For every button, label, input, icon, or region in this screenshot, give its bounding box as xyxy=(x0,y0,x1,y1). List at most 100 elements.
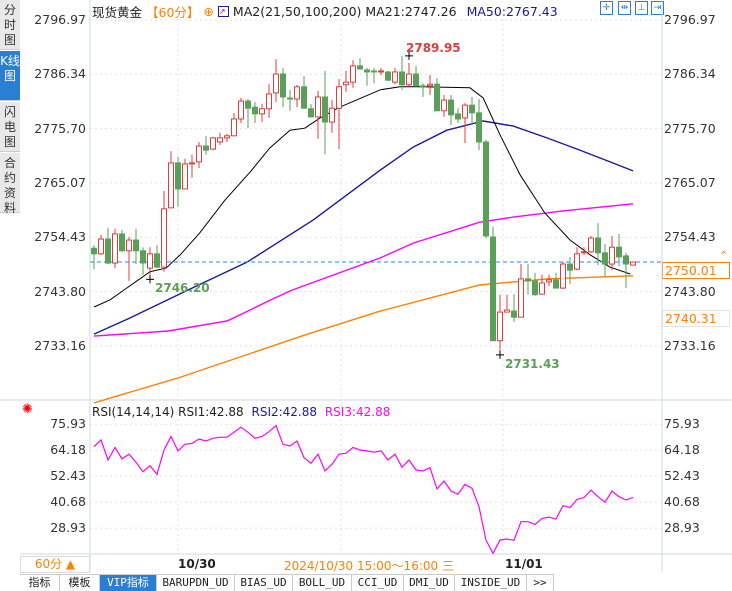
candle-body xyxy=(91,247,97,255)
candle-body xyxy=(392,71,398,83)
date-label-1101: 11/01 xyxy=(505,557,543,571)
symbol-name: 现货黄金 xyxy=(92,5,143,20)
candle-body xyxy=(203,145,209,151)
candle-body xyxy=(196,145,202,163)
candle-body xyxy=(588,237,594,253)
candle-body xyxy=(238,100,244,120)
extreme-marker xyxy=(146,275,154,284)
candle-body xyxy=(609,246,615,265)
candle-body xyxy=(133,239,139,252)
crosshair-icon[interactable]: ✛ xyxy=(600,1,613,15)
tab-kline-chart[interactable]: K线图 xyxy=(0,51,20,101)
rsi-axis-label-left: 52.43 xyxy=(50,468,86,484)
cursor-time-label: 2024/10/30 15:00～16:00 三 xyxy=(284,559,454,573)
candle-body xyxy=(560,263,566,289)
add-icon[interactable]: ⊕ xyxy=(203,4,214,19)
extreme-marker xyxy=(496,350,504,359)
candle-body xyxy=(161,208,167,268)
bottom-tab[interactable]: 模板 xyxy=(60,574,100,591)
price-axis-label-right: 2733.16 xyxy=(664,338,716,353)
candle-body xyxy=(532,280,538,296)
candle-body xyxy=(434,83,440,112)
candle-body xyxy=(322,96,328,123)
candle-body xyxy=(336,86,342,109)
bottom-tab[interactable]: 指标 xyxy=(20,574,60,591)
candle-body xyxy=(329,107,335,123)
candle-body xyxy=(511,310,517,318)
indicator-chart-icon[interactable]: ↗ xyxy=(217,6,229,17)
bottom-tab[interactable]: DMI_UD xyxy=(404,574,455,591)
candle-body xyxy=(350,65,356,83)
bottom-tab[interactable]: INSIDE_UD xyxy=(455,574,527,591)
candle-body xyxy=(126,239,132,252)
price-axis-label-left: 2786.34 xyxy=(34,66,86,82)
candle-body xyxy=(224,135,230,139)
bottom-tab[interactable]: BIAS_UD xyxy=(235,574,293,591)
candle-body xyxy=(476,112,482,143)
kline-chart[interactable] xyxy=(0,0,732,572)
ma21-line xyxy=(93,86,631,308)
candle-body xyxy=(385,71,391,81)
candle-body xyxy=(546,279,552,283)
indicator-name[interactable]: MA2(21,50,100,200) xyxy=(232,4,362,19)
candle-body xyxy=(252,106,258,115)
rsi-settings-icon[interactable]: ✺ xyxy=(22,402,33,417)
candle-body xyxy=(525,278,531,282)
candle-body xyxy=(469,104,475,114)
price-axis-label-left: 2796.97 xyxy=(34,12,86,27)
step-back-icon[interactable]: ⊥ xyxy=(635,1,648,15)
candle-body xyxy=(371,70,377,73)
period-label[interactable]: 【60分】 xyxy=(146,5,200,20)
ma21-value: MA21:2747.26 xyxy=(365,4,457,19)
candle-body xyxy=(105,238,111,264)
candle-body xyxy=(504,309,510,313)
tab-flash-chart[interactable]: 闪电图 xyxy=(0,102,20,152)
candle-body xyxy=(553,279,559,289)
candle-body xyxy=(301,86,307,109)
candle-body xyxy=(616,246,622,258)
bottom-tab[interactable]: VIP指标 xyxy=(100,574,157,591)
rsi-axis-label-right: 52.43 xyxy=(664,468,700,484)
rsi-params[interactable]: RSI(14,14,14) xyxy=(92,405,175,419)
price-axis-label-right: 2765.07 xyxy=(664,174,716,190)
bottom-tab[interactable]: BARUPDN_UD xyxy=(157,574,235,591)
candle-body xyxy=(623,255,629,265)
period-selector[interactable]: 60分 ▲ xyxy=(20,556,90,573)
ma50-value: MA50:2767.43 xyxy=(466,4,558,19)
price-axis-label-left: 2754.43 xyxy=(34,229,86,245)
price-axis-label-left: 2743.80 xyxy=(34,283,86,299)
tab-time-chart[interactable]: 分时图 xyxy=(0,0,20,50)
rsi-axis-label-left: 28.93 xyxy=(50,520,86,536)
candle-body xyxy=(567,263,573,271)
chevron-up-icon[interactable]: ⌃ xyxy=(719,249,729,262)
candle-body xyxy=(189,162,195,165)
ma100-line xyxy=(93,203,634,337)
bottom-tab[interactable]: BOLL_UD xyxy=(293,574,352,591)
rsi-axis-label-left: 75.93 xyxy=(50,416,86,432)
candle-body xyxy=(245,100,251,109)
candle-body xyxy=(210,137,216,150)
candle-body xyxy=(441,99,447,112)
high-annotation: 2789.95 xyxy=(406,41,461,55)
zoom-range-icon[interactable]: ⇹ xyxy=(618,1,631,15)
price-axis-label-left: 2765.07 xyxy=(34,174,86,190)
tab-contract-info[interactable]: 合约资料 xyxy=(0,153,20,215)
bottom-tab[interactable]: >> xyxy=(527,574,554,591)
candle-body xyxy=(343,81,349,86)
candle-body xyxy=(602,252,608,265)
rsi-axis-label-right: 40.68 xyxy=(664,494,700,510)
candle-body xyxy=(294,86,300,100)
candle-body xyxy=(483,141,489,237)
price-axis-label-right: 2775.70 xyxy=(664,120,716,136)
price-axis-label-right: 2754.43 xyxy=(664,229,716,245)
candle-body xyxy=(273,73,279,94)
candle-body xyxy=(182,163,188,190)
price-axis-label-left: 2733.16 xyxy=(34,338,86,353)
candle-body xyxy=(308,108,314,118)
candle-body xyxy=(595,237,601,254)
candle-body xyxy=(119,233,125,252)
candle-body xyxy=(168,162,174,209)
step-forward-icon[interactable]: ⇥ xyxy=(651,1,664,15)
bottom-tab[interactable]: CCI_UD xyxy=(352,574,404,591)
candle-body xyxy=(231,118,237,137)
